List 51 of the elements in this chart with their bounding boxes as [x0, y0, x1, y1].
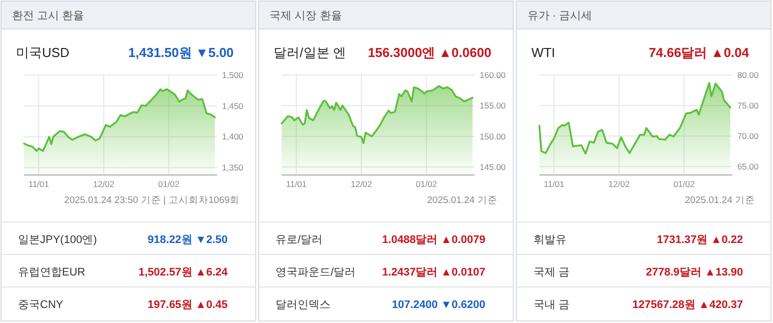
text: 1,431.50원 ▼5.00 [128, 45, 234, 60]
y-tick-label: 70.00 [737, 130, 759, 141]
text: 1.2437달러 ▲0.0107 [382, 266, 486, 278]
chart-subtitle: 달러/일본 엔 [274, 45, 346, 60]
x-tick-label: 12/02 [350, 179, 372, 189]
text: 197.65원 ▲0.45 [148, 299, 228, 311]
text: 휘발유 [533, 234, 566, 246]
y-tick-label: 65.00 [737, 161, 759, 172]
y-tick-label: 160.00 [480, 70, 506, 80]
text: 2025.01.24 기준 [427, 195, 498, 206]
text: 달러인덱스 [276, 299, 331, 311]
text: 918.22원 ▼2.50 [148, 234, 228, 246]
x-tick-label: 11/01 [28, 179, 50, 189]
text: 1731.37원 ▲0.22 [656, 234, 743, 246]
text: 1,502.57원 ▲6.24 [138, 266, 229, 278]
x-tick-label: 12/02 [608, 179, 630, 189]
text: 2025.01.24 23:50 기준 | 고시회차1069회 [64, 195, 240, 206]
text: 107.2400 ▼0.6200 [392, 299, 486, 311]
y-tick-label: 150.00 [480, 131, 506, 142]
chart-subtitle: 미국USD [16, 45, 70, 60]
x-tick-label: 01/02 [416, 179, 438, 189]
text: 74.66달러 ▲0.04 [648, 45, 750, 60]
text: 중국CNY [18, 299, 64, 311]
text: 국내 금 [533, 299, 570, 311]
chart-title: 유가 · 금시세 [527, 10, 592, 22]
x-tick-label: 12/02 [93, 179, 115, 189]
text: 2025.01.24 기준 [684, 195, 755, 206]
text: 영국파운드/달러 [276, 266, 356, 278]
x-tick-label: 11/01 [286, 179, 307, 189]
text: 유럽연합EUR [18, 266, 86, 278]
chart-title: 국제 시장 환율 [270, 10, 342, 22]
y-tick-label: 75.00 [737, 100, 759, 110]
text: 156.3000엔 ▲0.0600 [368, 45, 492, 60]
chart-title: 환전 고시 환율 [12, 10, 84, 22]
text: 1.0488달러 ▲0.0079 [382, 234, 486, 246]
text: 127567.28원 ▲420.37 [632, 299, 743, 311]
text: 2778.9달러 ▲13.90 [646, 266, 743, 278]
text: 유로/달러 [276, 234, 323, 246]
y-tick-label: 1,350 [222, 162, 244, 173]
y-tick-label: 1,450 [222, 100, 244, 111]
x-tick-label: 11/01 [544, 179, 565, 189]
y-tick-label: 1,500 [222, 70, 244, 80]
y-tick-label: 80.00 [737, 70, 759, 80]
x-tick-label: 01/02 [673, 179, 695, 189]
y-tick-label: 1,400 [222, 132, 244, 142]
text: 국제 금 [533, 266, 570, 278]
y-tick-label: 155.00 [480, 100, 506, 111]
x-tick-label: 01/02 [158, 179, 180, 189]
text: 일본JPY(100엔) [18, 234, 97, 246]
chart-subtitle: WTI [531, 45, 556, 60]
y-tick-label: 145.00 [480, 162, 506, 172]
